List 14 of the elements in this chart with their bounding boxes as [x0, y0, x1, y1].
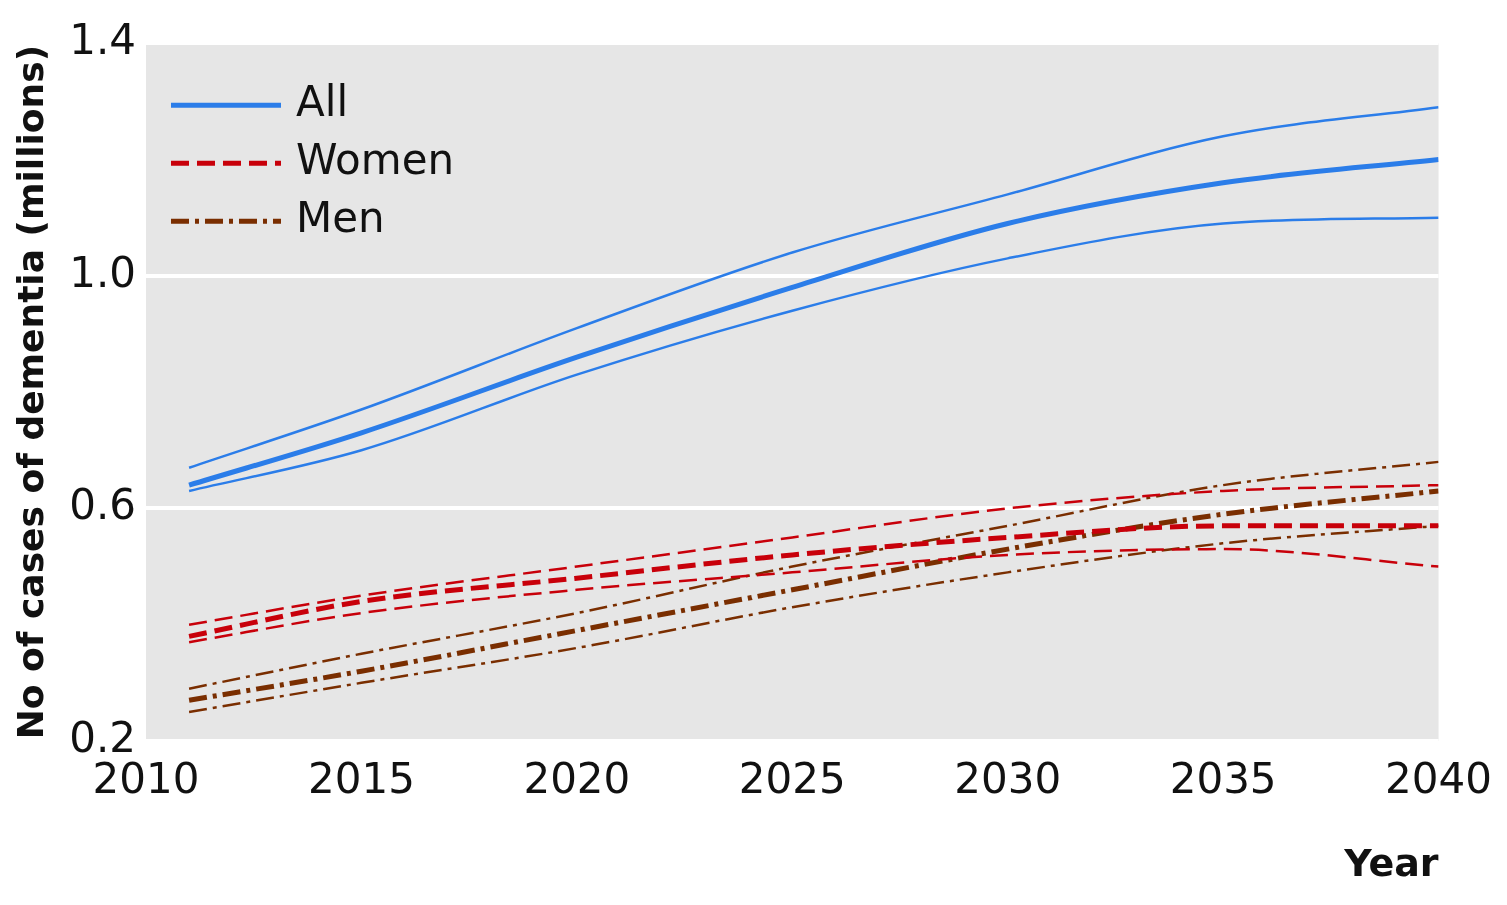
- x-axis-title: Year: [1343, 841, 1439, 886]
- x-tick-label: 2025: [738, 754, 846, 804]
- x-tick-label: 2020: [523, 754, 631, 804]
- y-tick-label: 1.0: [69, 247, 136, 297]
- legend-label: All: [295, 77, 349, 127]
- y-tick-label: 1.4: [69, 15, 136, 65]
- y-tick-label: 0.6: [69, 480, 136, 530]
- legend-label: Men: [295, 193, 385, 243]
- x-tick-label: 2030: [954, 754, 1062, 804]
- x-tick-label: 2015: [307, 754, 415, 804]
- x-tick-label: 2035: [1169, 754, 1277, 804]
- y-axis-title: No of cases of dementia (millions): [9, 44, 51, 740]
- legend-label: Women: [295, 135, 455, 185]
- x-tick-label: 2040: [1385, 754, 1492, 804]
